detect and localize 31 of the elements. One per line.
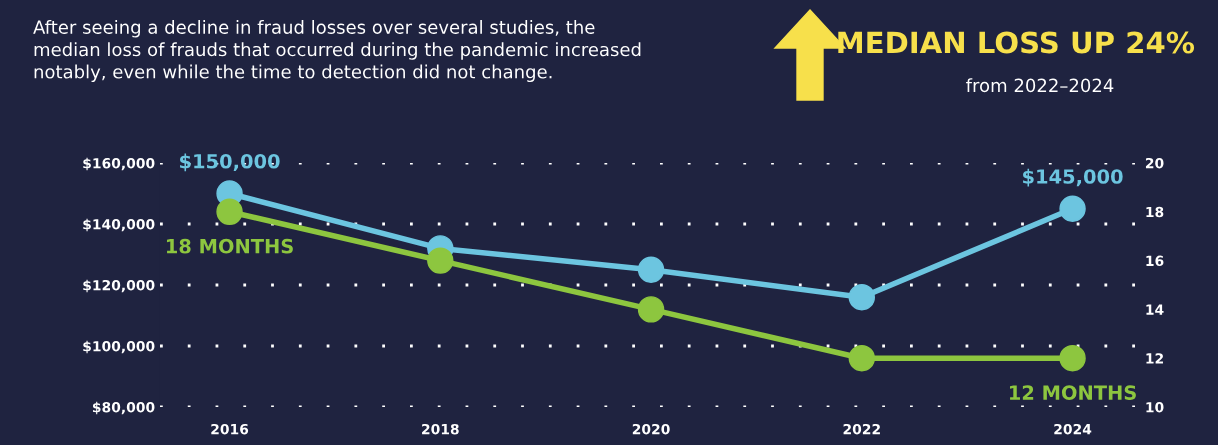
data-label: $145,000 — [1023, 168, 1123, 187]
x-tick-label: 2016 — [211, 423, 249, 435]
point — [1059, 345, 1086, 372]
data-label: 12 MONTHS — [1009, 385, 1136, 400]
y-tick-label: $100,000 — [83, 340, 155, 354]
point — [637, 256, 665, 283]
point — [637, 296, 665, 323]
point — [848, 284, 876, 311]
chart-subtitle: from 2022–2024 — [966, 78, 1114, 93]
data-label: $150,000 — [180, 153, 280, 172]
y-tick-label: $160,000 — [83, 157, 155, 171]
chart-title: MEDIAN LOSS UP 24% — [838, 31, 1195, 54]
point — [1059, 195, 1086, 222]
y-tick-label: $140,000 — [83, 218, 155, 232]
x-tick-label: 2020 — [632, 423, 670, 435]
y2-tick-label: 16 — [1146, 255, 1164, 267]
y-tick-label: $80,000 — [92, 401, 155, 415]
y2-tick-label: 18 — [1146, 206, 1164, 218]
point — [427, 247, 454, 274]
data-label: 18 MONTHS — [166, 238, 293, 254]
y2-tick-label: 12 — [1146, 353, 1163, 364]
y2-tick-label: 20 — [1145, 157, 1164, 169]
y-tick-label: $120,000 — [83, 279, 155, 293]
y2-tick-label: 10 — [1146, 401, 1164, 413]
point — [848, 345, 876, 372]
y2-tick-label: 14 — [1146, 304, 1164, 315]
text: After seeing a decline in fraud losses over several studies, the median loss of frauds that occurred during the pandemic increased notably, even while the time to detection did not change. — [33, 20, 641, 83]
point — [216, 198, 243, 225]
x-tick-label: 2024 — [1054, 423, 1092, 435]
x-tick-label: 2022 — [843, 423, 880, 435]
x-tick-label: 2018 — [422, 423, 459, 435]
